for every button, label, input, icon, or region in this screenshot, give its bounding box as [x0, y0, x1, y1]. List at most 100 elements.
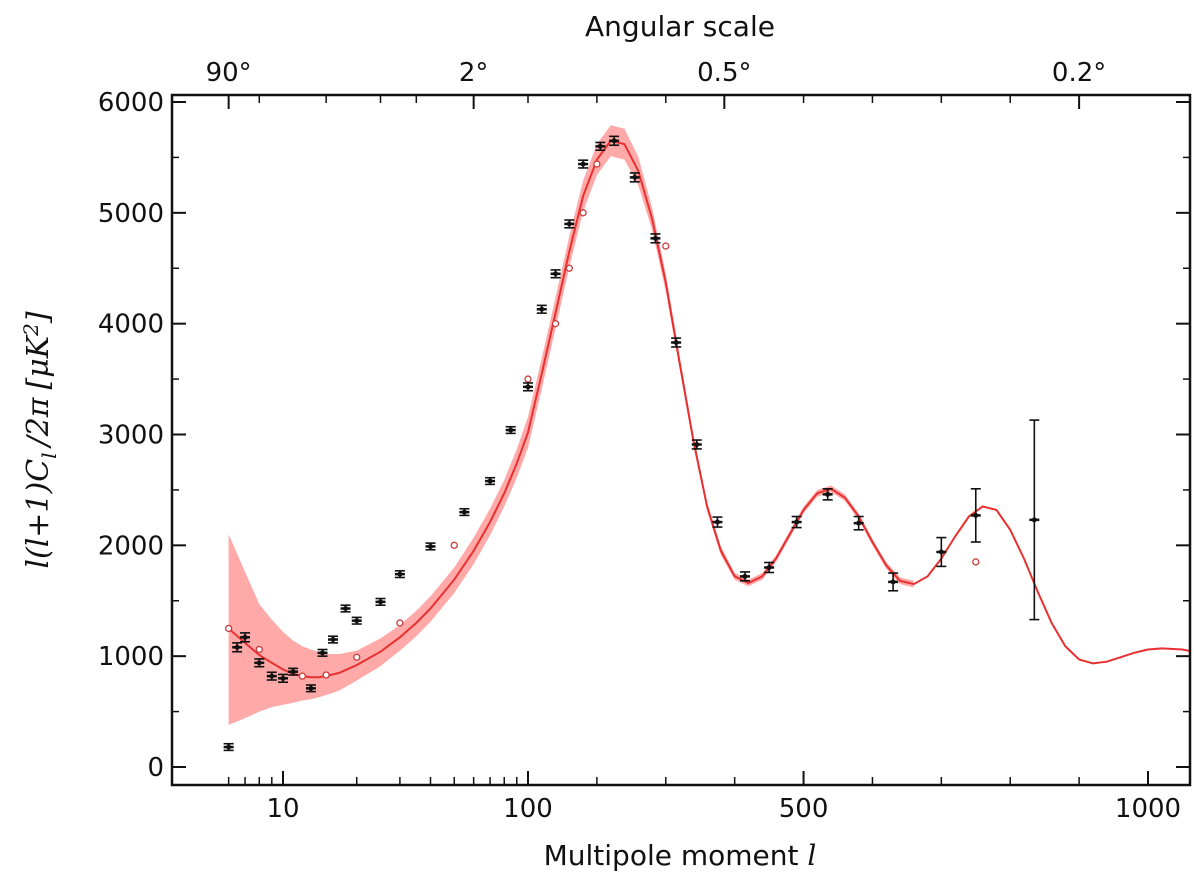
data-dot [673, 340, 679, 346]
data-dot [354, 618, 360, 624]
top-axis-title: Angular scale [585, 10, 775, 43]
y-tick-label: 4000 [98, 310, 164, 340]
data-point [629, 172, 640, 183]
data-point [740, 571, 750, 582]
data-point [232, 642, 243, 653]
data-point [791, 515, 802, 529]
data-point [523, 382, 533, 392]
data-point [459, 507, 470, 517]
data-dot [632, 174, 638, 180]
model-point [972, 558, 980, 566]
x-axis-label: Multipole moment l [544, 839, 817, 872]
top-tick-label: 0.5° [697, 58, 751, 88]
data-point [671, 337, 682, 348]
x-tick-label: 10 [266, 794, 299, 824]
model-curve [227, 139, 1190, 679]
data-dot [397, 571, 403, 577]
data-point [822, 488, 833, 501]
data-dot [377, 599, 383, 605]
y-axis-label: l(l+1)Cl/2π [μK2] [19, 311, 61, 568]
data-dot [508, 427, 514, 433]
model-point [322, 671, 330, 679]
data-point [536, 304, 547, 314]
model-point [524, 375, 532, 383]
model-points-layer [224, 160, 980, 680]
data-dot [825, 491, 831, 497]
data-dot [461, 509, 467, 515]
y-tick-label: 2000 [98, 531, 164, 561]
data-dot [694, 441, 700, 447]
data-point [764, 561, 775, 574]
model-point [353, 653, 361, 661]
model-point [396, 619, 404, 627]
data-dot [226, 744, 232, 750]
data-dot [308, 685, 314, 691]
data-point [609, 135, 620, 147]
data-dot [256, 660, 262, 666]
data-point [223, 742, 234, 752]
ylabel-part-3: [μK [21, 334, 56, 389]
model-point [565, 264, 573, 272]
data-dot [269, 673, 275, 679]
ylabel-part-1: l(l+1)C [21, 459, 56, 569]
data-point [425, 542, 436, 551]
model-point [579, 209, 587, 217]
model-point [662, 242, 670, 250]
data-dot [973, 512, 979, 518]
cosmic-variance-band-layer [228, 125, 914, 725]
x-tick-label: 1000 [1115, 794, 1181, 824]
data-point [394, 570, 405, 579]
ylabel-part-4: ] [21, 311, 56, 324]
ylabel-superscript: 2 [19, 323, 43, 337]
data-dot [938, 549, 944, 555]
x-axis-label-text: Multipole moment [544, 839, 799, 872]
top-axis-ticks: 90° 2° 0.5° 0.2° [206, 58, 1106, 109]
data-dot [428, 543, 434, 549]
y-axis-ticks: 0 1000 2000 3000 4000 5000 6000 [98, 88, 1190, 783]
data-point [578, 159, 589, 169]
data-dot [280, 675, 286, 681]
model-point [224, 624, 233, 633]
model-point [551, 320, 560, 328]
data-point [317, 648, 328, 657]
model-curve-layer [227, 139, 1190, 679]
ylabel-subscript: l [37, 452, 61, 458]
measurement-points-layer [223, 135, 1040, 752]
svg-text:l(l+1)Cl/2π[μK2]: l(l+1)Cl/2π [μK2] [19, 311, 61, 568]
data-point [970, 488, 981, 543]
model-point [298, 672, 307, 680]
data-dot [539, 306, 545, 312]
data-point [505, 425, 516, 435]
data-dot [234, 644, 240, 650]
x-tick-label: 500 [779, 794, 829, 824]
data-point [485, 476, 496, 486]
x-axis-label-symbol: l [807, 839, 816, 872]
x-tick-label: 100 [503, 794, 553, 824]
top-tick-label: 2° [459, 58, 489, 88]
data-point [888, 572, 899, 592]
data-point [340, 604, 351, 613]
data-point [595, 141, 606, 152]
data-point [1029, 419, 1040, 621]
x-axis-ticks: 10 100 500 1000 [227, 771, 1181, 824]
data-point [266, 671, 277, 681]
data-point [278, 673, 288, 684]
data-point [936, 536, 947, 568]
data-dot [766, 565, 772, 570]
data-dot [553, 271, 559, 277]
data-point [240, 632, 251, 643]
y-tick-label: 3000 [98, 421, 164, 451]
data-dot [320, 650, 326, 656]
ylabel-part-2: /2π [21, 396, 56, 449]
data-dot [1031, 517, 1037, 523]
data-point [305, 684, 316, 693]
y-tick-label: 5000 [98, 199, 164, 229]
data-point [564, 219, 575, 229]
data-point [853, 515, 864, 531]
top-tick-label: 0.2° [1052, 58, 1106, 88]
data-dot [566, 221, 572, 227]
data-point [550, 269, 561, 279]
model-point [450, 541, 458, 549]
data-dot [742, 573, 748, 579]
